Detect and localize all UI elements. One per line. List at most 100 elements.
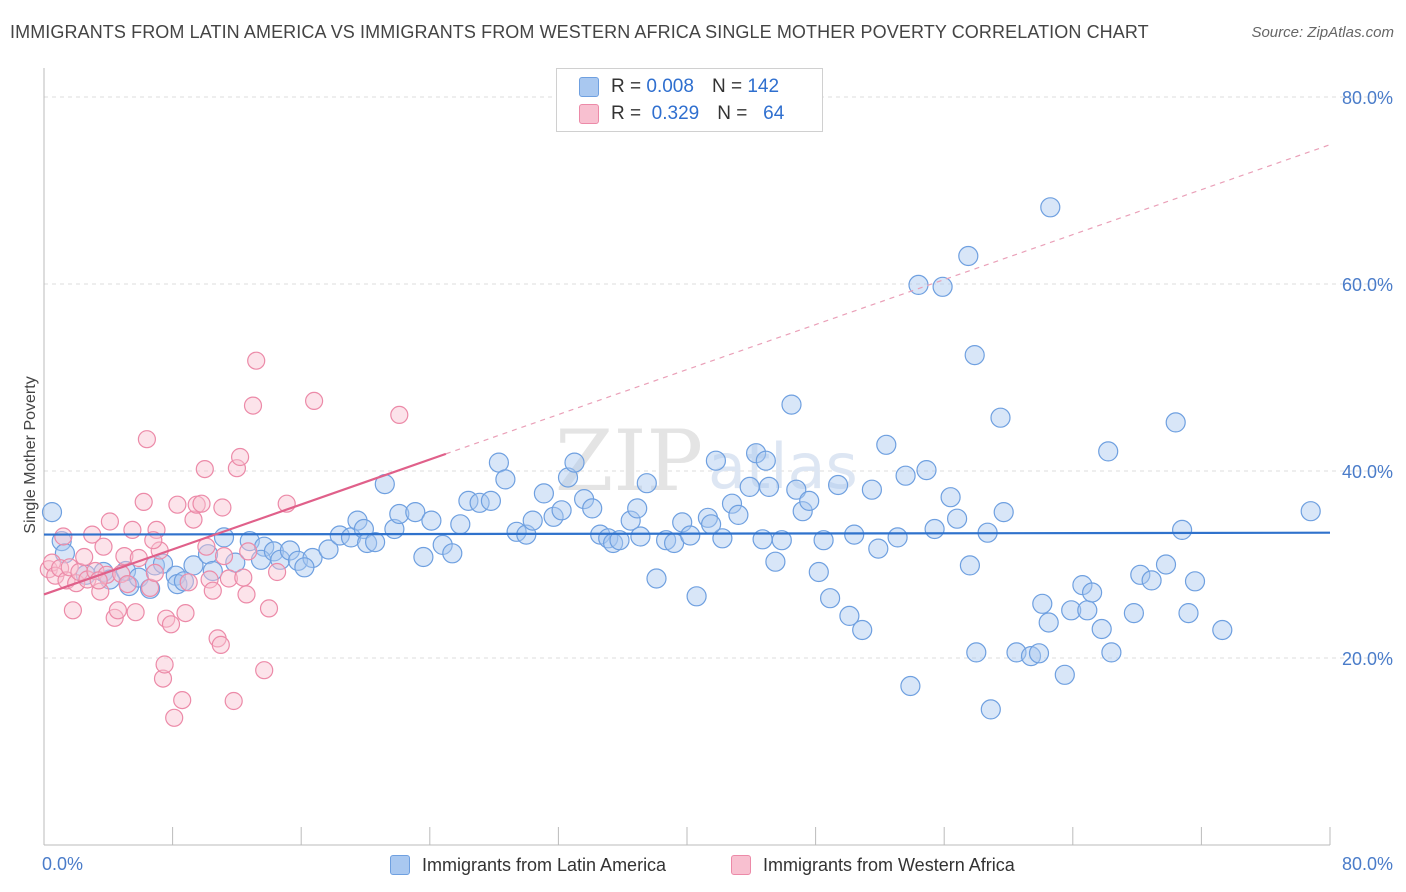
point-latin-america bbox=[1040, 197, 1061, 218]
point-western-africa bbox=[255, 661, 274, 680]
point-latin-america bbox=[1091, 618, 1112, 640]
axes-layer bbox=[43, 68, 1331, 846]
point-latin-america bbox=[739, 476, 760, 497]
point-latin-america bbox=[964, 345, 985, 366]
point-western-africa bbox=[247, 351, 266, 370]
point-latin-america bbox=[646, 568, 667, 589]
y-axis-label: Single Mother Poverty bbox=[22, 376, 39, 533]
y-tick-label: 20.0% bbox=[1342, 649, 1393, 669]
point-western-africa bbox=[145, 563, 164, 583]
point-latin-america bbox=[1077, 600, 1098, 621]
point-western-africa bbox=[227, 459, 246, 478]
point-western-africa bbox=[268, 562, 287, 582]
point-western-africa bbox=[243, 396, 263, 415]
bottom-legend-latin-america: Immigrants from Latin America bbox=[390, 852, 666, 878]
point-western-africa bbox=[134, 492, 153, 511]
trend-extension-western-africa bbox=[445, 144, 1331, 455]
point-latin-america bbox=[1038, 612, 1059, 633]
point-latin-america bbox=[1130, 564, 1151, 585]
point-latin-america bbox=[916, 460, 937, 481]
point-latin-america bbox=[495, 469, 516, 490]
point-latin-america bbox=[450, 514, 471, 535]
point-western-africa bbox=[224, 691, 243, 711]
point-western-africa bbox=[259, 599, 279, 618]
point-western-africa bbox=[126, 603, 145, 622]
point-western-africa bbox=[161, 615, 181, 634]
point-latin-america bbox=[636, 473, 657, 494]
y-tick-label: 80.0% bbox=[1342, 88, 1393, 108]
point-western-africa bbox=[231, 447, 250, 467]
point-latin-america bbox=[557, 467, 579, 488]
point-latin-america bbox=[1101, 642, 1122, 663]
chart-title: IMMIGRANTS FROM LATIN AMERICA VS IMMIGRA… bbox=[10, 22, 1149, 42]
point-latin-america bbox=[959, 555, 981, 576]
point-latin-america bbox=[564, 452, 585, 473]
point-latin-america bbox=[966, 642, 987, 663]
point-latin-america bbox=[1300, 501, 1321, 522]
point-latin-america bbox=[786, 479, 807, 500]
point-latin-america bbox=[932, 276, 953, 297]
point-western-africa bbox=[153, 669, 173, 688]
point-latin-america bbox=[533, 483, 555, 504]
legend-row-western-africa: R = 0.329 N = 64 bbox=[579, 101, 784, 127]
point-latin-america bbox=[54, 543, 76, 564]
point-latin-america bbox=[1098, 441, 1119, 462]
point-latin-america bbox=[1141, 570, 1162, 591]
point-latin-america bbox=[990, 407, 1011, 428]
point-latin-america bbox=[1184, 571, 1206, 592]
point-latin-america bbox=[1155, 554, 1177, 575]
legend-row-latin-america: R = 0.008 N = 142 bbox=[579, 74, 779, 100]
point-latin-america bbox=[721, 493, 743, 514]
point-western-africa bbox=[115, 546, 134, 566]
point-latin-america bbox=[839, 605, 860, 627]
point-latin-america bbox=[755, 450, 776, 471]
point-latin-america bbox=[680, 525, 701, 546]
point-western-africa bbox=[144, 531, 163, 550]
point-latin-america bbox=[852, 619, 873, 641]
legend-r-value-western-africa: 0.329 bbox=[651, 103, 700, 124]
point-western-africa bbox=[123, 520, 142, 540]
point-western-africa bbox=[237, 585, 256, 604]
trend-layer bbox=[43, 144, 1331, 596]
point-latin-america bbox=[1020, 645, 1042, 667]
point-western-africa bbox=[157, 609, 176, 628]
bottom-legend-swatch-latin-america bbox=[390, 855, 410, 875]
point-western-africa bbox=[94, 537, 113, 556]
point-latin-america bbox=[980, 699, 1001, 720]
point-latin-america bbox=[900, 675, 921, 697]
point-latin-america bbox=[940, 487, 961, 508]
point-latin-america bbox=[551, 500, 572, 521]
watermark-zip: ZIP bbox=[555, 412, 703, 510]
point-western-africa bbox=[168, 495, 187, 514]
point-latin-america bbox=[1028, 643, 1050, 664]
legend-n-value-latin-america: 142 bbox=[747, 76, 780, 97]
point-latin-america bbox=[895, 465, 916, 486]
points-layer bbox=[39, 197, 1321, 727]
point-latin-america bbox=[808, 561, 829, 583]
point-western-africa bbox=[155, 655, 174, 674]
y-tick-label: 40.0% bbox=[1342, 462, 1393, 482]
point-western-africa bbox=[173, 690, 192, 710]
point-latin-america bbox=[173, 571, 194, 592]
legend-n-value-western-africa: 64 bbox=[763, 103, 785, 124]
trend-line-western-africa bbox=[43, 452, 447, 596]
point-latin-america bbox=[543, 506, 564, 527]
point-western-africa bbox=[63, 601, 83, 620]
bottom-legend-label-western-africa: Immigrants from Western Africa bbox=[763, 854, 1015, 875]
point-western-africa bbox=[176, 603, 195, 623]
point-western-africa bbox=[219, 569, 238, 588]
point-latin-america bbox=[365, 531, 386, 553]
point-western-africa bbox=[192, 494, 211, 513]
point-latin-america bbox=[765, 551, 786, 572]
point-latin-america bbox=[758, 476, 780, 497]
source-credit: Source: ZipAtlas.com bbox=[1251, 24, 1394, 41]
point-latin-america bbox=[728, 504, 749, 526]
point-latin-america bbox=[705, 450, 727, 471]
point-latin-america bbox=[799, 490, 820, 511]
point-western-africa bbox=[137, 430, 156, 449]
point-western-africa bbox=[203, 581, 222, 600]
point-latin-america bbox=[405, 501, 426, 523]
point-western-africa bbox=[234, 568, 253, 587]
point-latin-america bbox=[958, 245, 979, 267]
